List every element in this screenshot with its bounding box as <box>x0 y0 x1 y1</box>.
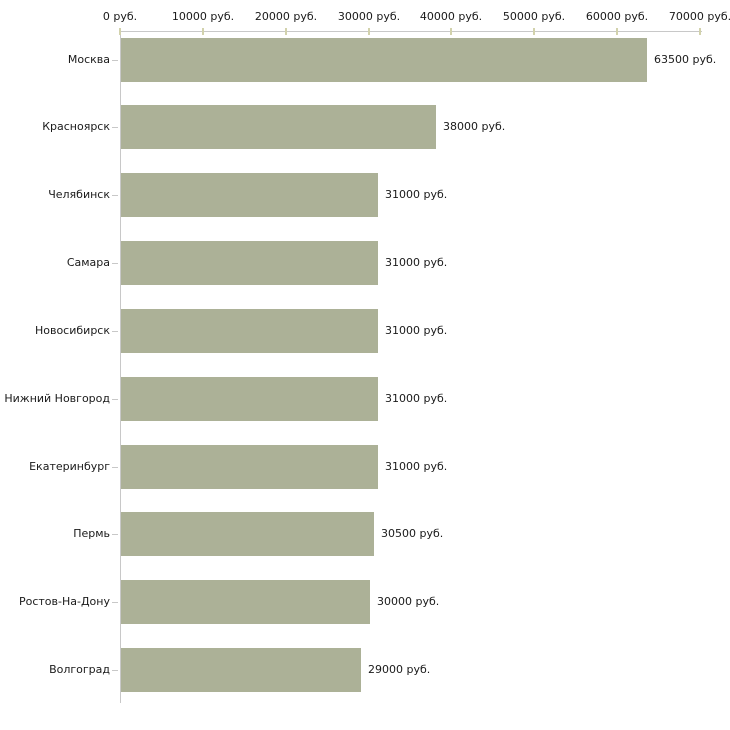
x-axis-tick-label: 20000 руб. <box>254 10 318 23</box>
category-label: Волгоград <box>49 663 110 676</box>
category-tick-mark <box>112 602 118 603</box>
category-tick-mark <box>112 263 118 264</box>
value-label: 31000 руб. <box>385 188 448 201</box>
x-axis-tick-mark <box>616 28 618 35</box>
x-axis-tick-label: 50000 руб. <box>502 10 566 23</box>
bar <box>121 512 374 556</box>
category-label: Челябинск <box>48 188 110 201</box>
x-axis-tick-mark <box>368 28 370 35</box>
value-label: 31000 руб. <box>385 460 448 473</box>
value-label: 38000 руб. <box>443 120 506 133</box>
value-label: 31000 руб. <box>385 256 448 269</box>
x-axis-tick-mark <box>202 28 204 35</box>
y-axis-line <box>120 31 121 703</box>
category-tick-mark <box>112 195 118 196</box>
x-axis-tick-label: 70000 руб. <box>668 10 730 23</box>
x-axis-tick-label: 30000 руб. <box>337 10 401 23</box>
category-label: Красноярск <box>42 120 110 133</box>
x-axis-tick-mark <box>285 28 287 35</box>
x-axis-tick-label: 0 руб. <box>102 10 138 23</box>
category-tick-mark <box>112 670 118 671</box>
x-axis-line <box>120 31 702 32</box>
x-axis-tick-label: 60000 руб. <box>585 10 649 23</box>
value-label: 31000 руб. <box>385 324 448 337</box>
category-label: Ростов-На-Дону <box>18 595 110 608</box>
category-tick-mark <box>112 331 118 332</box>
x-axis-tick-label: 40000 руб. <box>419 10 483 23</box>
category-label: Москва <box>67 53 110 66</box>
x-axis-tick-mark <box>450 28 452 35</box>
bar <box>121 173 378 217</box>
value-label: 31000 руб. <box>385 392 448 405</box>
bar <box>121 105 436 149</box>
bar <box>121 241 378 285</box>
bar <box>121 445 378 489</box>
category-tick-mark <box>112 467 118 468</box>
category-tick-mark <box>112 127 118 128</box>
bar <box>121 580 370 624</box>
category-tick-mark <box>112 534 118 535</box>
x-axis-tick-mark <box>533 28 535 35</box>
bar <box>121 309 378 353</box>
bar <box>121 648 361 692</box>
value-label: 30000 руб. <box>377 595 440 608</box>
category-tick-mark <box>112 399 118 400</box>
x-axis-tick-label: 10000 руб. <box>171 10 235 23</box>
category-label: Пермь <box>73 527 110 540</box>
category-label: Екатеринбург <box>29 460 110 473</box>
x-axis-tick-mark <box>119 28 121 35</box>
category-label: Самара <box>66 256 110 269</box>
x-axis-tick-mark <box>699 28 701 35</box>
bar <box>121 38 647 82</box>
category-label: Новосибирск <box>34 324 110 337</box>
value-label: 30500 руб. <box>381 527 444 540</box>
value-label: 63500 руб. <box>654 53 717 66</box>
value-label: 29000 руб. <box>368 663 431 676</box>
category-label: Нижний Новгород <box>4 392 110 405</box>
bar <box>121 377 378 421</box>
category-tick-mark <box>112 60 118 61</box>
